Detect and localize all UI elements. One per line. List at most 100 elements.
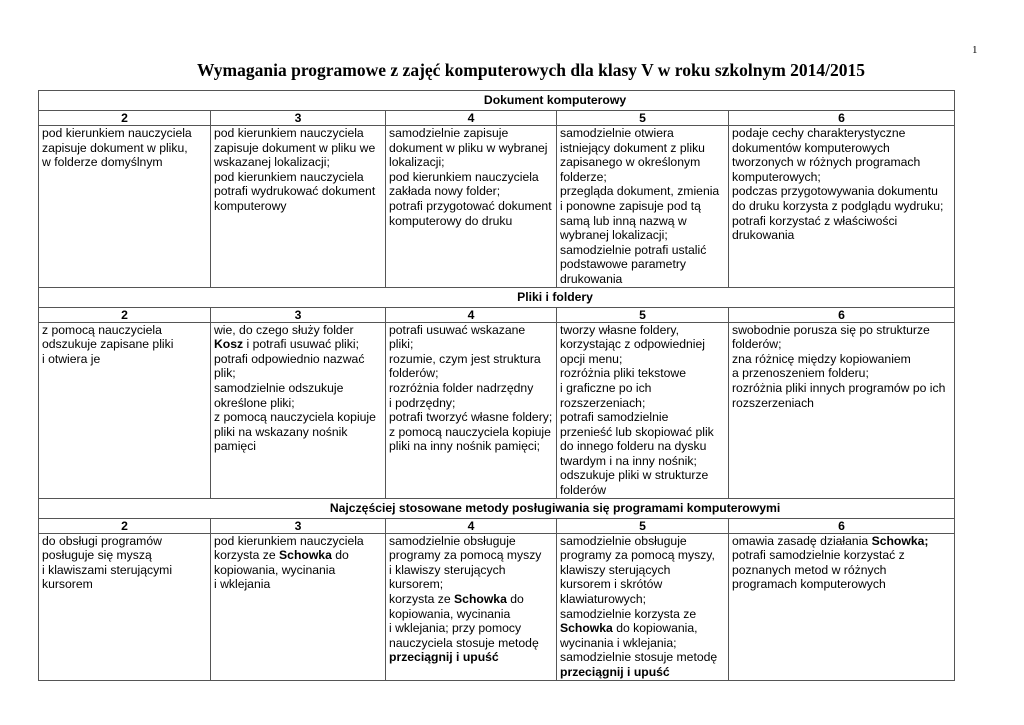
requirement-line: wybranej lokalizacji; — [560, 228, 725, 243]
text-segment: samodzielnie potrafi ustalić — [560, 242, 707, 257]
requirement-line: Kosz i potrafi usuwać pliki; — [214, 337, 382, 352]
requirement-line: pod kierunkiem nauczyciela — [42, 126, 207, 141]
requirement-line: w folderze domyślnym — [42, 155, 207, 170]
text-segment: samodzielnie zapisuje — [389, 126, 509, 140]
text-segment: pod kierunkiem nauczyciela — [214, 169, 364, 184]
text-segment: z pomocą nauczyciela kopiuje — [389, 424, 551, 439]
page-number: 1 — [972, 44, 978, 56]
requirement-line: istniejący dokument z pliku — [560, 141, 725, 156]
requirement-cell: wie, do czego służy folder Kosz i potrafi… — [210, 321, 386, 499]
text-segment: pamięci — [214, 439, 256, 454]
requirement-line: nauczyciela stosuje metodę — [389, 636, 553, 651]
text-segment: pliki; — [389, 337, 414, 352]
text-segment: programy za pomocą myszy, — [560, 548, 715, 563]
requirement-line: folderze; — [560, 170, 725, 185]
text-segment: posługuje się myszą — [42, 548, 152, 563]
text-segment: i wklejania; przy pomocy — [389, 621, 522, 636]
requirement-line: a przenoszeniem folderu; — [732, 366, 951, 381]
text-segment: potrafi odpowiednio nazwać — [214, 351, 365, 366]
text-segment: rozumie, czym jest struktura — [389, 351, 541, 366]
text-segment: z pomocą nauczyciela kopiuje — [214, 410, 376, 425]
text-segment: kopiowania, wycinania — [214, 562, 336, 577]
text-segment: samodzielnie korzysta ze — [560, 606, 697, 621]
requirement-line: korzystając z odpowiedniej — [560, 337, 725, 352]
requirement-line: twardym i na inny nośnik; — [560, 454, 725, 469]
text-segment: pliki na inny nośnik pamięci; — [389, 439, 541, 454]
text-segment: dokumentów komputerowych — [732, 140, 890, 155]
text-segment: samodzielnie otwiera — [560, 126, 674, 140]
text-segment: i wklejania — [214, 577, 271, 592]
grade-header: 6 — [727, 306, 956, 323]
requirement-line: kopiowania, wycinania — [389, 607, 553, 622]
requirement-line: i graficzne po ich — [560, 381, 725, 396]
bold-term: Kosz — [214, 337, 244, 352]
requirement-line: pliki na wskazany nośnik — [214, 425, 382, 440]
text-segment: i potrafi usuwać pliki; — [243, 337, 359, 352]
requirement-line: korzysta ze Schowka do — [389, 592, 553, 607]
requirement-line: swobodnie porusza się po strukturze — [732, 323, 951, 338]
text-segment: komputerowy do druku — [389, 213, 513, 228]
text-segment: do druku korzysta z podglądu wydruku; — [732, 198, 944, 213]
text-segment: i podrzędny; — [389, 395, 456, 410]
text-segment: pod kierunkiem nauczyciela — [214, 533, 364, 548]
requirement-line: z pomocą nauczyciela — [42, 323, 207, 338]
text-segment: samodzielnie obsługuje — [560, 533, 687, 548]
requirement-line: wycinania i wklejania; — [560, 636, 725, 651]
requirement-line: rozróżnia folder nadrzędny — [389, 381, 553, 396]
text-segment: odszukuje zapisane pliki — [42, 337, 174, 352]
text-segment: dokument w pliku w wybranej — [389, 140, 548, 155]
text-segment: zapisanego w określonym — [560, 155, 701, 170]
requirement-line: komputerowy do druku — [389, 214, 553, 229]
requirement-cell: do obsługi programów posługuje się myszą i… — [38, 532, 211, 681]
text-segment: zakłada nowy folder; — [389, 184, 501, 199]
requirement-line: zakłada nowy folder; — [389, 184, 553, 199]
requirement-line: podczas przygotowywania dokumentu — [732, 184, 951, 199]
requirement-line: wskazanej lokalizacji; — [214, 155, 382, 170]
section-row: Dokument komputerowy — [37, 90, 956, 111]
requirement-line: podstawowe parametry — [560, 257, 725, 272]
requirement-line: przeciągnij i upuść — [389, 650, 553, 665]
requirement-line: potrafi tworzyć własne foldery; — [389, 410, 553, 425]
requirement-line: samodzielnie otwiera — [560, 126, 725, 141]
requirement-line: rozumie, czym jest struktura — [389, 352, 553, 367]
text-segment: potrafi korzystać z właściwości — [732, 213, 898, 228]
text-segment: i klawiszy sterujących — [389, 562, 506, 577]
text-segment: i otwiera je — [42, 351, 101, 366]
requirement-cell: z pomocą nauczyciela odszukuje zapisane p… — [38, 321, 211, 499]
requirement-line: programach komputerowych — [732, 577, 951, 592]
text-segment: nauczyciela stosuje metodę — [389, 635, 539, 650]
grade-header: 2 — [38, 306, 211, 323]
requirement-line: z pomocą nauczyciela kopiuje — [214, 410, 382, 425]
requirement-line: rozszerzeniach; — [560, 396, 725, 411]
text-segment: podczas przygotowywania dokumentu — [732, 184, 938, 199]
text-segment: podaje cechy charakterystyczne — [732, 126, 906, 140]
requirement-line: i otwiera je — [42, 352, 207, 367]
text-segment: pod kierunkiem nauczyciela — [214, 126, 364, 140]
text-segment: do kopiowania, — [612, 621, 698, 636]
requirement-line: samodzielnie obsługuje — [389, 534, 553, 549]
text-segment: pliki na wskazany nośnik — [214, 424, 348, 439]
requirement-line: folderów; — [389, 366, 553, 381]
grade-header: 3 — [210, 110, 386, 126]
text-segment: wie, do czego służy folder — [214, 322, 354, 337]
requirement-cell: podaje cechy charakterystyczne dokumentów… — [727, 125, 956, 288]
bold-term: przeciągnij i upuść — [389, 650, 499, 665]
text-segment: samodzielnie stosuje metodę — [560, 650, 718, 665]
text-segment: plik; — [214, 366, 236, 381]
requirement-line: dokument w pliku w wybranej — [389, 141, 553, 156]
text-segment: komputerowy — [214, 198, 287, 213]
requirement-line: i podrzędny; — [389, 396, 553, 411]
requirement-line: pliki na inny nośnik pamięci; — [389, 439, 553, 454]
grade-header: 2 — [38, 110, 211, 126]
text-segment: samodzielnie obsługuje — [389, 533, 516, 548]
text-segment: istniejący dokument z pliku — [560, 140, 705, 155]
requirement-line: kursorem; — [389, 577, 553, 592]
text-segment: przegląda dokument, zmienia — [560, 184, 720, 199]
section-title: Pliki i foldery — [37, 286, 956, 308]
text-segment: samą lub inną nazwą w — [560, 213, 687, 228]
text-segment: rozróżnia folder nadrzędny — [389, 380, 534, 395]
requirement-line: programy za pomocą myszy, — [560, 548, 725, 563]
grade-header: 4 — [385, 517, 557, 534]
